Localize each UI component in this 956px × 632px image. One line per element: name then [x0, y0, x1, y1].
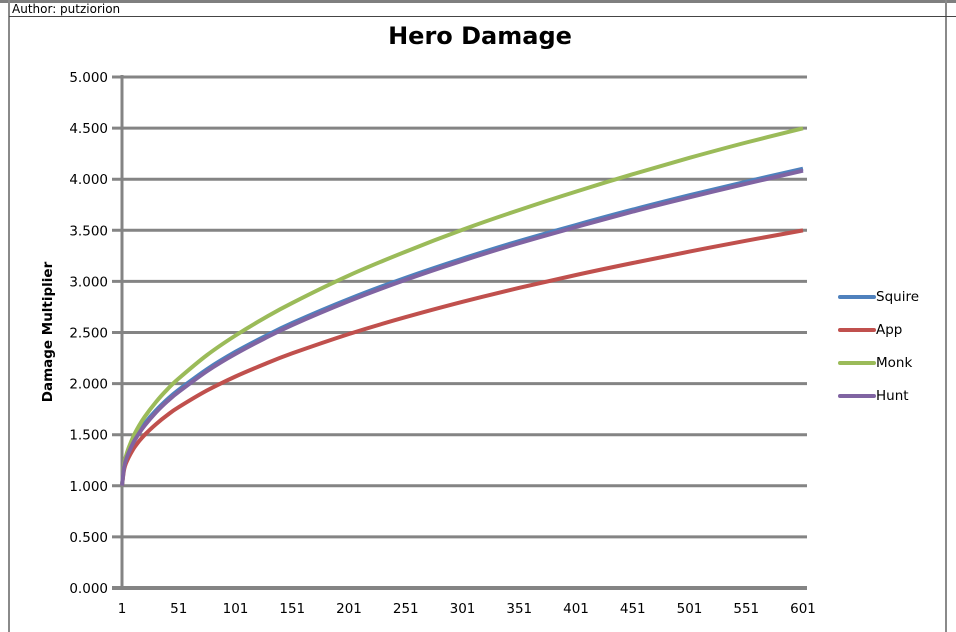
x-tick-label: 601 — [790, 601, 816, 617]
frame-left-border — [8, 0, 10, 632]
legend-label: Monk — [876, 355, 913, 371]
y-tick-label: 3.000 — [69, 274, 108, 290]
legend-label: Squire — [876, 289, 920, 305]
author-divider — [9, 16, 956, 17]
series-line-squire — [120, 166, 804, 487]
legend-swatch-monk — [838, 361, 876, 365]
x-tick-label: 101 — [223, 601, 249, 617]
series-line-monk — [120, 126, 804, 487]
x-tick-label: 451 — [620, 601, 646, 617]
series-line-hunt — [120, 168, 804, 487]
y-tick-label: 1.500 — [69, 428, 108, 444]
x-tick-label: 201 — [336, 601, 362, 617]
legend-label: App — [876, 322, 903, 338]
frame-top-border — [0, 0, 956, 3]
chart-title: Hero Damage — [388, 22, 572, 50]
legend-swatch-squire — [838, 295, 876, 299]
y-tick-label: 3.500 — [69, 223, 108, 239]
legend-label: Hunt — [876, 388, 909, 404]
x-tick-label: 401 — [563, 601, 589, 617]
x-tick-label: 351 — [506, 601, 532, 617]
legend-swatch-app — [838, 328, 876, 332]
y-tick-label: 4.000 — [69, 172, 108, 188]
x-tick-label: 151 — [279, 601, 305, 617]
x-tick-label: 1 — [118, 601, 127, 617]
x-tick-label: 251 — [393, 601, 419, 617]
x-tick-label: 51 — [170, 601, 187, 617]
y-tick-label: 4.500 — [69, 121, 108, 137]
y-tick-label: 2.000 — [69, 377, 108, 393]
x-tick-label: 551 — [733, 601, 759, 617]
frame-right-border — [945, 0, 947, 632]
legend-swatch-hunt — [838, 394, 876, 398]
legend-item-hunt: Hunt — [838, 387, 909, 405]
legend-item-app: App — [838, 321, 902, 339]
author-text: Author: putziorion — [12, 2, 121, 16]
y-tick-label: 1.000 — [69, 479, 108, 495]
y-tick-label: 0.500 — [69, 530, 108, 546]
y-tick-label: 2.500 — [69, 326, 108, 342]
y-tick-label: 0.000 — [69, 581, 108, 597]
y-tick-label: 5.000 — [69, 70, 108, 86]
x-tick-label: 301 — [450, 601, 476, 617]
legend-item-monk: Monk — [838, 354, 912, 372]
series-line-app — [120, 228, 804, 487]
x-tick-label: 501 — [677, 601, 703, 617]
legend-item-squire: Squire — [838, 288, 919, 306]
